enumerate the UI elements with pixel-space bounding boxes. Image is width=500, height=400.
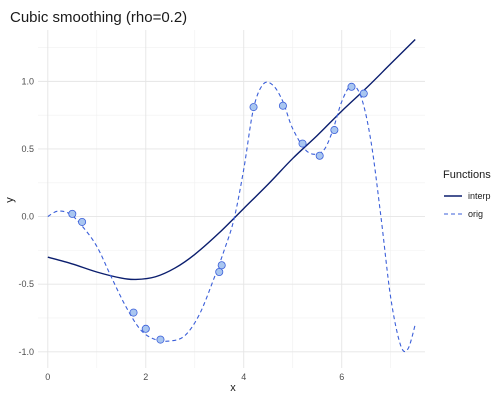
x-axis-label: x: [230, 382, 236, 394]
grid: [38, 30, 425, 368]
legend: Functions interp orig: [443, 169, 491, 219]
data-point: [330, 126, 339, 135]
y-tick-label: 1.0: [21, 76, 34, 86]
data-point: [141, 324, 150, 333]
x-tick-label: 6: [339, 372, 344, 382]
data-point: [129, 308, 138, 317]
data-point: [78, 217, 87, 226]
chart-title: Cubic smoothing (rho=0.2): [10, 9, 187, 26]
y-tick-label: -1.0: [18, 347, 34, 357]
x-tick-label: 4: [241, 372, 246, 382]
y-tick-label: 0.0: [21, 212, 34, 222]
data-point: [359, 89, 368, 98]
x-tick-label: 2: [143, 372, 148, 382]
x-tick-label: 0: [45, 372, 50, 382]
data-point: [68, 209, 77, 218]
y-axis-label: y: [4, 197, 16, 203]
data-point: [249, 103, 258, 112]
y-tick-label: 0.5: [21, 144, 34, 154]
plot-area: [47, 38, 416, 353]
data-point: [347, 82, 356, 91]
data-point: [278, 101, 287, 110]
x-tick-labels: 0 2 4 6: [45, 372, 344, 382]
legend-label-interp: interp: [468, 191, 491, 201]
data-point: [215, 268, 224, 277]
data-point: [217, 261, 226, 270]
y-tick-label: -0.5: [18, 279, 34, 289]
legend-title: Functions: [443, 169, 491, 181]
y-tick-labels: -1.0 -0.5 0.0 0.5 1.0: [18, 76, 34, 356]
data-point: [156, 335, 165, 344]
series-line-interp: [47, 38, 416, 281]
data-point: [315, 151, 324, 160]
data-point: [298, 139, 307, 148]
legend-label-orig: orig: [468, 209, 483, 219]
data-points: [68, 82, 368, 344]
